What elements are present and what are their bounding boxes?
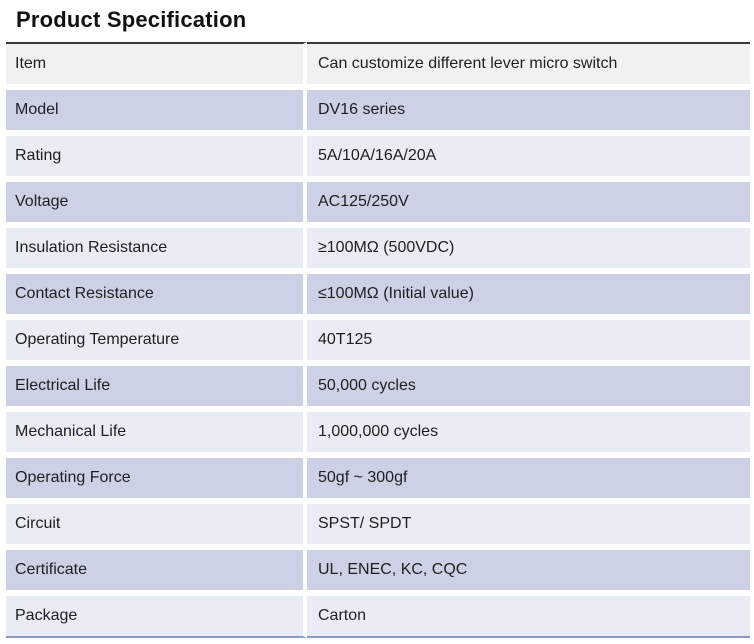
table-row: Voltage AC125/250V <box>6 182 750 228</box>
table-row: Operating Force 50gf ~ 300gf <box>6 458 750 504</box>
spec-key-cell: Item <box>6 42 307 90</box>
page-title: Product Specification <box>16 7 247 32</box>
spec-value-cell: 5A/10A/16A/20A <box>307 136 750 182</box>
table-row: Electrical Life 50,000 cycles <box>6 366 750 412</box>
spec-key-cell: Circuit <box>6 504 307 550</box>
spec-value-cell: 1,000,000 cycles <box>307 412 750 458</box>
spec-value-cell: AC125/250V <box>307 182 750 228</box>
table-row: Certificate UL, ENEC, KC, CQC <box>6 550 750 596</box>
table-row: Mechanical Life 1,000,000 cycles <box>6 412 750 458</box>
table-row: Insulation Resistance ≥100MΩ (500VDC) <box>6 228 750 274</box>
table-row: Model DV16 series <box>6 90 750 136</box>
spec-key-cell: Electrical Life <box>6 366 307 412</box>
spec-value-cell: UL, ENEC, KC, CQC <box>307 550 750 596</box>
spec-value-cell: 50gf ~ 300gf <box>307 458 750 504</box>
spec-value-cell: ≥100MΩ (500VDC) <box>307 228 750 274</box>
table-row: Rating 5A/10A/16A/20A <box>6 136 750 182</box>
spec-table: Item Can customize different lever micro … <box>6 42 750 638</box>
spec-key-cell: Certificate <box>6 550 307 596</box>
spec-key-cell: Mechanical Life <box>6 412 307 458</box>
spec-value-cell: ≤100MΩ (Initial value) <box>307 274 750 320</box>
spec-key-cell: Operating Force <box>6 458 307 504</box>
spec-key-cell: Rating <box>6 136 307 182</box>
table-row: Contact Resistance ≤100MΩ (Initial value) <box>6 274 750 320</box>
spec-key-cell: Operating Temperature <box>6 320 307 366</box>
table-row: Circuit SPST/ SPDT <box>6 504 750 550</box>
spec-key-cell: Voltage <box>6 182 307 228</box>
spec-value-cell: SPST/ SPDT <box>307 504 750 550</box>
spec-key-cell: Model <box>6 90 307 136</box>
spec-key-cell: Insulation Resistance <box>6 228 307 274</box>
spec-value-cell: 40T125 <box>307 320 750 366</box>
spec-value-cell: Can customize different lever micro swit… <box>307 42 750 90</box>
spec-key-cell: Contact Resistance <box>6 274 307 320</box>
spec-value-cell: Carton <box>307 596 750 638</box>
table-row: Package Carton <box>6 596 750 638</box>
spec-key-cell: Package <box>6 596 307 638</box>
spec-table-body: Item Can customize different lever micro … <box>6 42 750 638</box>
table-row: Item Can customize different lever micro … <box>6 42 750 90</box>
table-row: Operating Temperature 40T125 <box>6 320 750 366</box>
spec-value-cell: 50,000 cycles <box>307 366 750 412</box>
spec-value-cell: DV16 series <box>307 90 750 136</box>
